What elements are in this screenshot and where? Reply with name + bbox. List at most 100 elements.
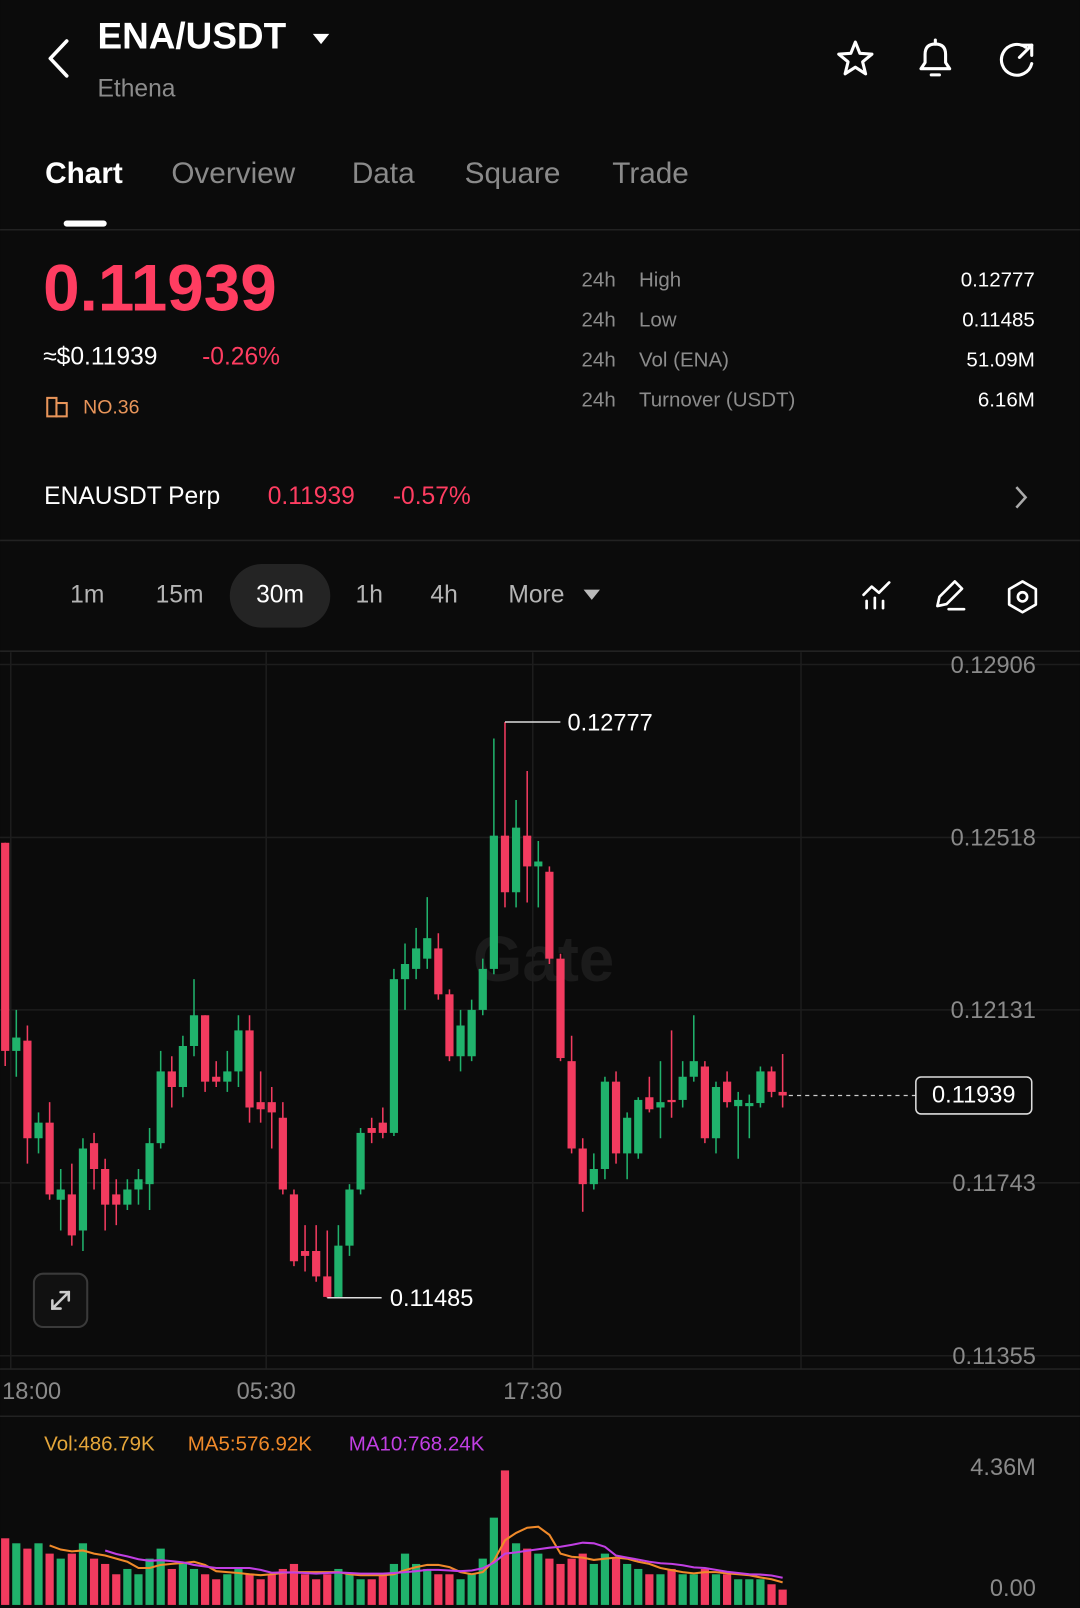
candle-body [312,1250,321,1277]
interval[interactable]: 1m [70,581,104,608]
favorite-icon[interactable] [837,40,874,76]
usd-price: ≈$0.11939 [43,343,157,370]
last-price-label: 0.11939 [932,1082,1015,1108]
volume-bar [234,1568,243,1605]
tab-indicator [63,220,107,227]
volume-bar [523,1548,532,1605]
legend-entry: MA10:768.24K [349,1432,485,1455]
tab[interactable]: Overview [171,157,295,190]
tab[interactable]: Trade [612,157,689,190]
volume-bar [745,1579,754,1605]
candle-body [578,1148,587,1185]
perp-chevron[interactable] [1015,486,1028,509]
candle-body [267,1102,276,1113]
candle-body [201,1015,210,1082]
candle-body [256,1102,265,1110]
interval[interactable]: 30m [256,581,304,608]
volume-bar [356,1579,365,1605]
candle-body [112,1194,121,1205]
x-tick-label: 17:30 [503,1378,562,1404]
candle-body [478,968,487,1010]
volume-bar [245,1574,254,1605]
candle-body [12,1037,21,1051]
candle-body [145,1143,154,1185]
candle-body [156,1071,165,1144]
y-tick-label: 0.12518 [951,825,1036,851]
candle-body [489,835,498,969]
volume-bar [689,1574,698,1605]
y-tick-label: 0.11355 [952,1343,1035,1369]
draw-icon[interactable] [936,580,966,611]
legend-entry: MA5:576.92K [188,1432,313,1455]
volume-bar [778,1589,787,1605]
candlestick-chart: 0.12906 0.12518 0.12131 0.11743 0.11355 18:00… [0,652,1080,1404]
interval[interactable]: 1h [356,581,383,608]
interval-bar: 1m 15m 30m 1h 4h More [70,581,564,608]
candle-body [745,1103,754,1107]
volume-bar [667,1568,676,1605]
candle-body [611,1081,621,1154]
alert-icon[interactable] [919,38,952,77]
tab[interactable]: Chart [45,157,123,190]
settings-icon[interactable] [1007,580,1038,614]
candle-body [323,1276,332,1297]
volume-bar [445,1574,454,1605]
candle-body [45,1122,54,1195]
volume-bar [756,1579,765,1605]
tab-bar: Chart Overview Data Square Trade [45,157,689,190]
stat-period: 24h [582,348,616,371]
stat-label: Vol (ENA) [639,348,729,371]
candle-body [734,1099,743,1107]
perp-name[interactable]: ENAUSDT Perp [44,483,220,510]
ma-line [104,1541,783,1579]
interval[interactable]: More [508,581,564,608]
volume-bar [567,1558,576,1605]
pair-dropdown[interactable] [312,33,330,45]
volume-bar [345,1574,354,1605]
volume-bar [634,1568,643,1605]
volume-bar [201,1574,210,1605]
x-tick-label: 18:00 [2,1378,61,1404]
volume-bar [56,1558,65,1605]
volume-bar [289,1563,299,1605]
stat-label: Turnover (USDT) [639,388,795,411]
indicator-icon[interactable] [862,581,891,610]
candle-body [67,1194,76,1236]
back-button[interactable] [48,39,69,78]
tab[interactable]: Square [465,157,561,190]
stat-period: 24h [582,308,616,331]
more-dropdown[interactable] [583,589,600,600]
volume-bar [711,1574,721,1605]
perp-price: 0.11939 [268,483,355,510]
rank: NO.36 [83,396,139,418]
volume-bar [256,1579,265,1605]
candle-body [423,938,432,959]
volume-bar [123,1568,132,1605]
candle-body [89,1143,99,1169]
candle-body [678,1076,687,1100]
candle-body [367,1128,376,1133]
share-icon[interactable] [999,42,1034,77]
candle-body [634,1099,643,1154]
candle-body [400,964,410,980]
interval[interactable]: 4h [430,581,457,608]
volume-bar [167,1568,176,1605]
volume-bar [656,1574,665,1605]
stat-label: Low [639,308,677,331]
volume-label: Vol:486.79K [44,1432,155,1455]
tab[interactable]: Data [352,157,415,190]
candle-body [467,1009,476,1057]
volume-bar [434,1574,443,1605]
volume-bar [323,1574,332,1605]
y-tick-label: 0.12131 [951,997,1036,1023]
interval[interactable]: 15m [156,581,204,608]
candle-body [456,1025,465,1057]
candle-body [34,1122,43,1139]
volume-bar [156,1548,165,1605]
volume-bar [267,1574,276,1605]
candle-body [389,979,399,1133]
pair-title[interactable]: ENA/USDT [97,16,286,57]
price-change: -0.26% [202,343,280,370]
volume-bar [89,1558,99,1605]
